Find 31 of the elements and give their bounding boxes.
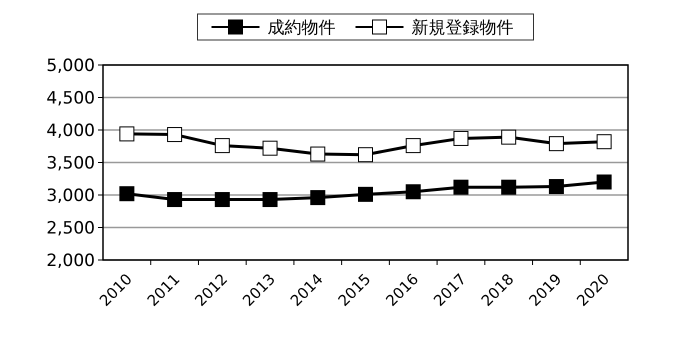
point [406,138,421,154]
point [358,186,373,202]
point [358,147,373,162]
legend-label: 新規登録物件 [412,18,514,38]
y-tick-label: 2,000 [46,251,95,271]
point [406,184,421,200]
point [310,190,326,206]
point [453,180,468,195]
point [596,134,612,150]
point [167,192,182,208]
y-tick-label: 4,000 [46,121,95,141]
point [167,127,182,142]
legend-label: 成約物件 [268,18,336,38]
point [310,146,326,162]
point [262,140,278,156]
y-tick-label: 3,000 [46,186,95,206]
point [214,138,230,154]
point [262,192,278,208]
point [214,192,230,208]
y-tick-label: 2,500 [46,218,95,238]
point [548,179,564,194]
point [501,130,516,145]
y-tick-label: 3,500 [46,154,95,174]
y-tick-label: 5,000 [46,56,95,76]
y-tick-label: 4,500 [46,88,95,108]
point [596,174,612,190]
point [453,130,468,146]
point [119,126,134,142]
point [501,180,516,195]
point [548,136,564,152]
point [119,186,134,202]
